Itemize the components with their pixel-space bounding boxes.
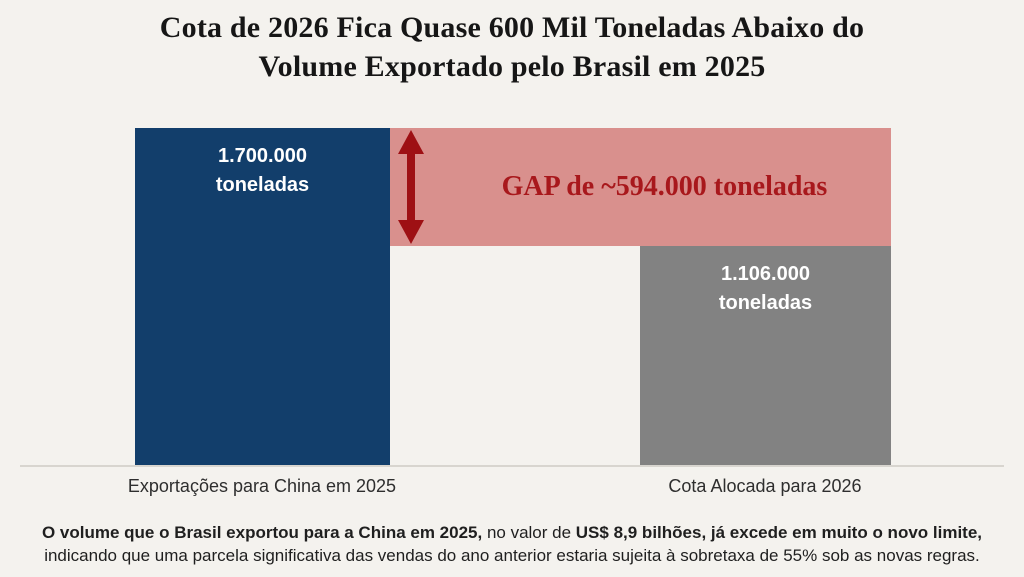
bar-exports-2025-label: 1.700.000 toneladas [135, 142, 390, 200]
footnote-segment: O volume que o Brasil exportou para a Ch… [41, 523, 483, 542]
chart-title-line2: Volume Exportado pelo Brasil em 2025 [258, 50, 766, 83]
footnote-segment: no valor de [482, 523, 576, 542]
x-axis-baseline [20, 465, 1004, 467]
bar-quota-2026-value: 1.106.000 [721, 263, 810, 285]
bar-exports-2025-unit: toneladas [215, 174, 310, 196]
footnote-segment: indicando que uma parcela significativa … [44, 546, 980, 565]
gap-band: GAP de ~594.000 toneladas [390, 128, 891, 246]
footnote: O volume que o Brasil exportou para a Ch… [7, 521, 1017, 567]
chart-title-line1: Cota de 2026 Fica Quase 600 Mil Tonelada… [159, 11, 865, 44]
bar-exports-2025: 1.700.000 toneladas [135, 128, 390, 465]
chart-title: Cota de 2026 Fica Quase 600 Mil Tonelada… [0, 8, 1024, 86]
bar-quota-2026: 1.106.000 toneladas [640, 246, 891, 465]
bar-quota-2026-label: 1.106.000 toneladas [640, 260, 891, 318]
axis-label-quota-2026: Cota Alocada para 2026 [668, 476, 862, 496]
bar-exports-2025-value: 1.700.000 [218, 145, 307, 167]
gap-annotation: GAP de ~594.000 toneladas [501, 171, 828, 202]
axis-label-exports-2025: Exportações para China em 2025 [127, 476, 397, 496]
footnote-segment: US$ 8,9 bilhões, já excede em muito o no… [575, 523, 983, 542]
double-headed-arrow-icon [398, 130, 424, 244]
bar-quota-2026-unit: toneladas [718, 292, 813, 314]
